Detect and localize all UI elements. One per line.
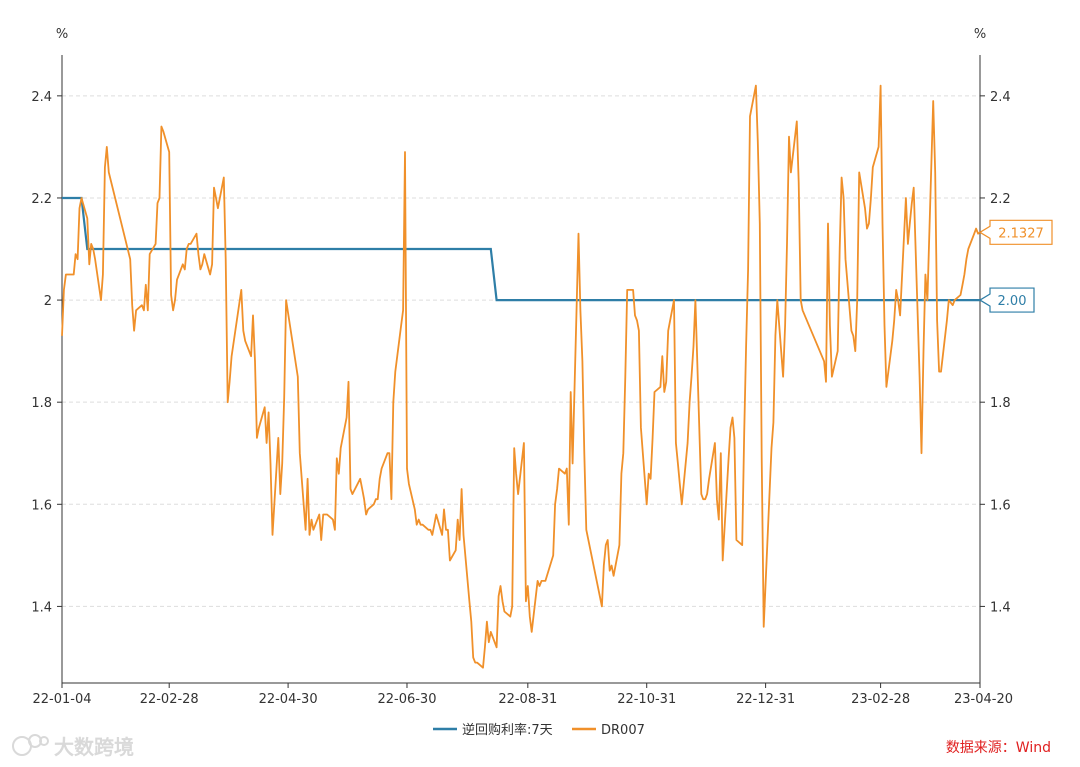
x-tick-label: 22-02-28: [140, 692, 199, 707]
series-line-reverse-repo-7d: [62, 196, 980, 302]
x-tick-label: 23-04-20: [954, 692, 1013, 707]
y-tick-label-right: 2.4: [990, 90, 1011, 105]
x-tick-label: 22-08-31: [498, 692, 557, 707]
axis-ticks: 1.41.41.61.61.81.8222.22.22.42.422-01-04…: [31, 90, 1013, 707]
end-value-flags: 2.1327 2.00: [978, 219, 1053, 313]
y-tick-label-right: 1.8: [990, 396, 1011, 411]
x-tick-label: 22-04-30: [259, 692, 318, 707]
y-unit-left: %: [56, 27, 68, 42]
flag-dr007-box: [978, 219, 1053, 245]
y-tick-label-right: 2.2: [990, 192, 1011, 207]
legend: 逆回购利率:7天 DR007: [433, 722, 645, 738]
y-unit-right: %: [974, 27, 986, 42]
grid-lines: [62, 95, 980, 607]
y-tick-label-right: 1.4: [990, 600, 1011, 615]
y-tick-label-right: 1.6: [990, 498, 1011, 513]
x-tick-label: 22-01-04: [32, 692, 91, 707]
y-tick-label-left: 2.2: [31, 192, 52, 207]
series: [61, 84, 981, 669]
y-tick-label-left: 1.4: [31, 600, 52, 615]
y-tick-label-left: 1.6: [31, 498, 52, 513]
y-tick-label-left: 1.8: [31, 396, 52, 411]
watermark: 大数跨境: [12, 734, 134, 759]
x-tick-label: 22-10-31: [617, 692, 676, 707]
x-tick-label: 23-02-28: [851, 692, 910, 707]
axes: % %: [56, 27, 986, 684]
y-tick-label-left: 2: [44, 294, 52, 309]
flag-rate-label: 2.00: [998, 294, 1027, 309]
watermark-text: 大数跨境: [54, 735, 134, 759]
y-tick-label-left: 2.4: [31, 90, 52, 105]
watermark-logo-icon: [12, 734, 49, 756]
flag-dr007-label: 2.1327: [998, 226, 1044, 241]
series-line-dr007: [61, 84, 981, 669]
legend-label-dr007: DR007: [601, 723, 645, 738]
flag-rate-box: [978, 287, 1035, 313]
source-note: 数据来源：Wind: [946, 740, 1051, 756]
x-tick-label: 22-12-31: [736, 692, 795, 707]
legend-label-rate: 逆回购利率:7天: [462, 722, 553, 738]
x-tick-label: 22-06-30: [377, 692, 436, 707]
